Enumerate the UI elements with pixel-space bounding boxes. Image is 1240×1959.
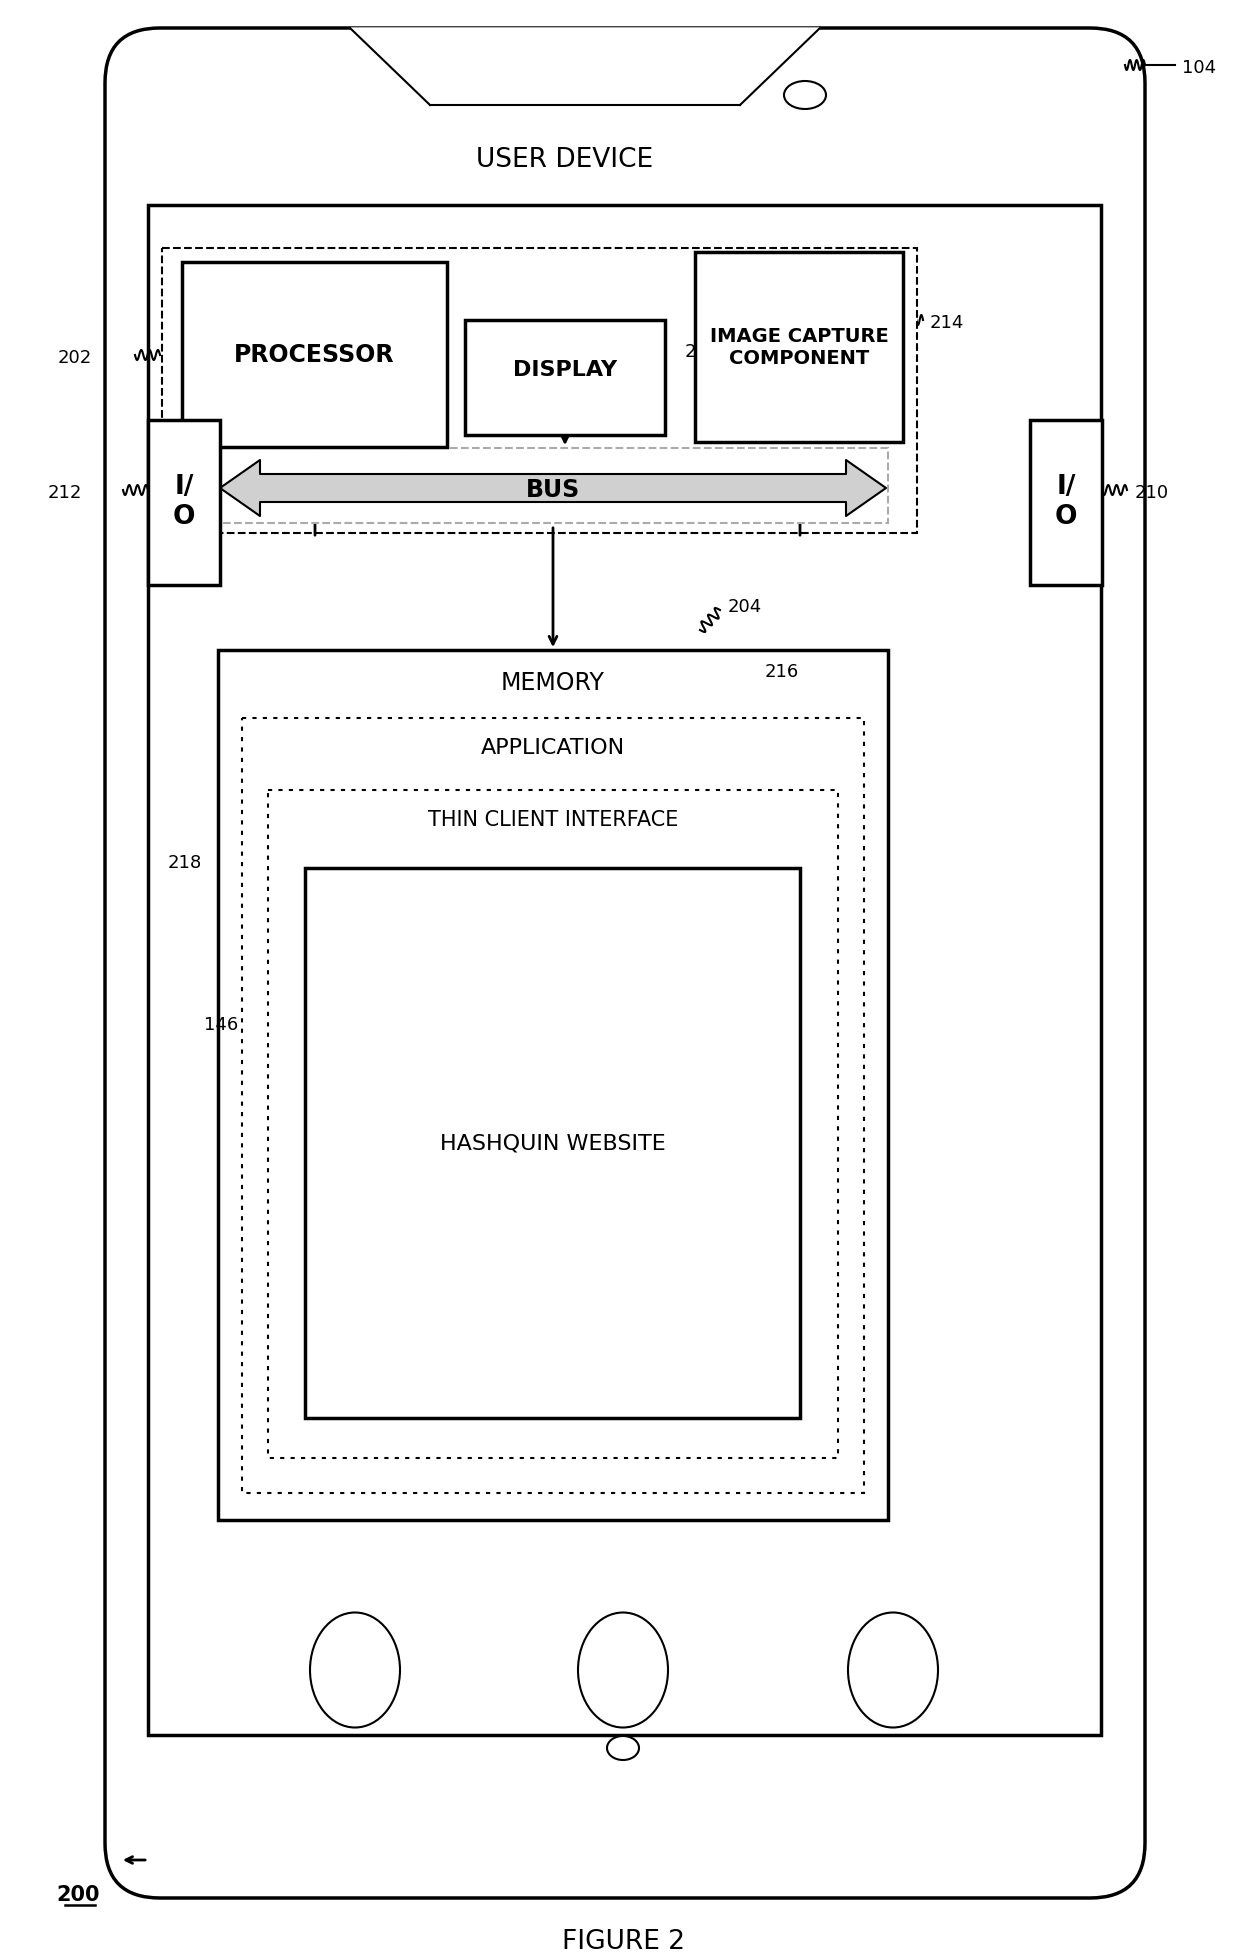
Bar	[694, 253, 903, 443]
Text: MEMORY: MEMORY	[501, 672, 605, 695]
Text: I/
O: I/ O	[172, 474, 195, 531]
Text: DISPLAY: DISPLAY	[513, 360, 618, 380]
Text: PROCESSOR: PROCESSOR	[234, 343, 394, 366]
Ellipse shape	[848, 1612, 937, 1728]
Polygon shape	[219, 460, 887, 515]
Ellipse shape	[784, 80, 826, 110]
Text: HASHQUIN WEBSITE: HASHQUIN WEBSITE	[440, 1132, 666, 1154]
Bar	[182, 263, 446, 447]
Text: 210: 210	[1135, 484, 1169, 502]
Text: I/
O: I/ O	[1055, 474, 1078, 531]
Bar	[148, 206, 1101, 1736]
Ellipse shape	[608, 1736, 639, 1759]
Text: FIGURE 2: FIGURE 2	[562, 1930, 684, 1955]
Text: THIN CLIENT INTERFACE: THIN CLIENT INTERFACE	[428, 809, 678, 831]
Text: 216: 216	[765, 662, 800, 682]
Text: 214: 214	[930, 313, 965, 331]
Text: 204: 204	[728, 597, 763, 615]
FancyBboxPatch shape	[105, 27, 1145, 1898]
Bar	[242, 719, 864, 1493]
Text: USER DEVICE: USER DEVICE	[476, 147, 653, 172]
Ellipse shape	[578, 1612, 668, 1728]
Text: 202: 202	[58, 349, 92, 366]
Text: 146: 146	[203, 1017, 238, 1034]
Bar	[162, 249, 918, 533]
Polygon shape	[350, 27, 820, 106]
Bar	[218, 449, 888, 523]
Text: BUS: BUS	[526, 478, 580, 502]
Bar	[465, 319, 665, 435]
Text: 212: 212	[47, 484, 82, 502]
Bar	[1030, 419, 1102, 586]
Text: IMAGE CAPTURE
COMPONENT: IMAGE CAPTURE COMPONENT	[709, 327, 888, 368]
Bar	[305, 868, 800, 1418]
Bar	[268, 789, 838, 1457]
Text: APPLICATION: APPLICATION	[481, 739, 625, 758]
Text: 104: 104	[1182, 59, 1216, 76]
Ellipse shape	[310, 1612, 401, 1728]
Text: 206: 206	[596, 417, 631, 437]
Text: 218: 218	[167, 854, 202, 872]
Bar	[148, 419, 219, 586]
Text: 208: 208	[684, 343, 719, 360]
Bar	[218, 650, 888, 1520]
Text: 200: 200	[56, 1885, 99, 1904]
